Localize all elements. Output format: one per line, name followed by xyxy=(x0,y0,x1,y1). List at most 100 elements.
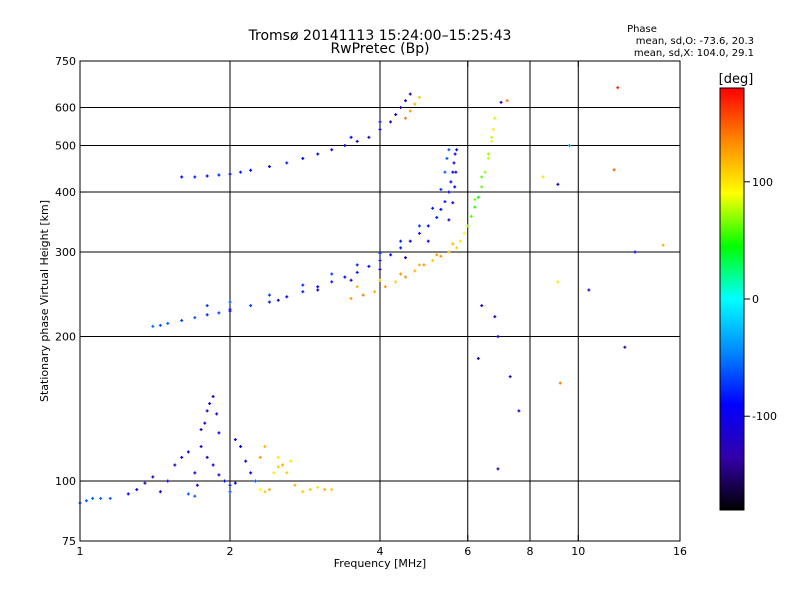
data-point xyxy=(217,473,221,477)
data-point xyxy=(417,263,421,267)
data-point xyxy=(413,269,417,273)
data-point xyxy=(355,263,359,267)
data-point xyxy=(99,496,103,500)
data-point xyxy=(193,175,197,179)
data-point xyxy=(556,182,560,186)
colorbar-tick-label: -100 xyxy=(752,410,777,423)
data-point xyxy=(556,280,560,284)
data-point xyxy=(158,490,162,494)
data-point xyxy=(91,496,95,500)
y-tick-label: 75 xyxy=(62,535,76,548)
data-point xyxy=(505,99,509,103)
data-point xyxy=(408,109,412,113)
data-point xyxy=(623,345,627,349)
data-point xyxy=(389,120,393,124)
data-point xyxy=(452,161,456,165)
y-tick-label: 750 xyxy=(55,55,76,68)
data-point xyxy=(378,127,382,131)
data-point xyxy=(211,395,215,399)
data-point xyxy=(205,455,209,459)
data-point xyxy=(389,253,393,257)
data-point xyxy=(205,174,209,178)
data-point xyxy=(217,173,221,177)
data-point xyxy=(378,278,382,282)
x-tick-label: 1 xyxy=(77,545,84,558)
y-tick-label: 100 xyxy=(55,475,76,488)
data-point xyxy=(443,170,447,174)
data-point xyxy=(383,285,387,289)
data-point xyxy=(451,242,455,246)
data-point xyxy=(496,467,500,471)
phase-stats-x: mean, sd,X: 104.0, 29.1 xyxy=(634,48,754,59)
y-tick-label: 600 xyxy=(55,102,76,115)
x-tick-label: 10 xyxy=(571,545,585,558)
data-point xyxy=(612,168,616,172)
data-point xyxy=(193,494,197,498)
y-tick-label: 200 xyxy=(55,331,76,344)
data-point xyxy=(408,239,412,243)
data-point xyxy=(166,321,170,325)
data-point xyxy=(330,488,334,492)
data-point xyxy=(258,488,262,492)
data-point xyxy=(301,283,305,287)
x-tick-label: 4 xyxy=(377,545,384,558)
data-point xyxy=(378,251,382,255)
colorbar-ticks: 100 0 -100 xyxy=(744,176,777,423)
data-point xyxy=(186,492,190,496)
data-point xyxy=(417,95,421,99)
data-point xyxy=(267,300,271,304)
data-point xyxy=(445,156,449,160)
colorbar-tick-label: 100 xyxy=(752,176,773,189)
data-point xyxy=(469,214,473,218)
x-tick-label: 16 xyxy=(673,545,687,558)
data-point xyxy=(439,254,443,258)
data-point xyxy=(499,100,503,104)
data-point xyxy=(228,300,232,304)
data-point xyxy=(135,488,139,492)
data-point xyxy=(431,259,435,263)
data-point xyxy=(378,267,382,271)
data-point xyxy=(355,139,359,143)
data-point xyxy=(367,264,371,268)
data-point xyxy=(316,485,320,489)
x-axis-ticks: 1 2 4 6 8 10 16 xyxy=(77,61,687,558)
data-point xyxy=(480,175,484,179)
data-point xyxy=(258,455,262,459)
data-point xyxy=(301,290,305,294)
data-point xyxy=(217,311,221,315)
data-point xyxy=(378,120,382,124)
data-point xyxy=(355,285,359,289)
data-point xyxy=(558,381,562,385)
data-point xyxy=(449,180,453,184)
data-point xyxy=(211,463,215,467)
data-point xyxy=(267,293,271,297)
data-point xyxy=(491,127,495,131)
data-point xyxy=(267,165,271,169)
data-point xyxy=(263,445,267,449)
data-point xyxy=(616,86,620,90)
data-point xyxy=(239,445,243,449)
data-point xyxy=(193,471,197,475)
data-point xyxy=(285,161,289,165)
data-point xyxy=(253,479,257,483)
data-point xyxy=(217,431,221,435)
data-point xyxy=(223,479,227,483)
data-point xyxy=(496,335,500,339)
data-point xyxy=(205,313,209,317)
data-point xyxy=(399,239,403,243)
colorbar-label: [deg] xyxy=(719,72,754,87)
data-point xyxy=(239,170,243,174)
data-point xyxy=(403,275,407,279)
data-point xyxy=(473,197,477,201)
data-point xyxy=(316,285,320,289)
data-point xyxy=(476,356,480,360)
data-point xyxy=(301,490,305,494)
data-point xyxy=(455,246,459,250)
data-point xyxy=(228,172,232,176)
data-point xyxy=(517,409,521,413)
data-point xyxy=(453,152,457,156)
data-point xyxy=(343,275,347,279)
data-point xyxy=(143,481,147,485)
data-point xyxy=(439,187,443,191)
y-tick-label: 300 xyxy=(55,246,76,259)
